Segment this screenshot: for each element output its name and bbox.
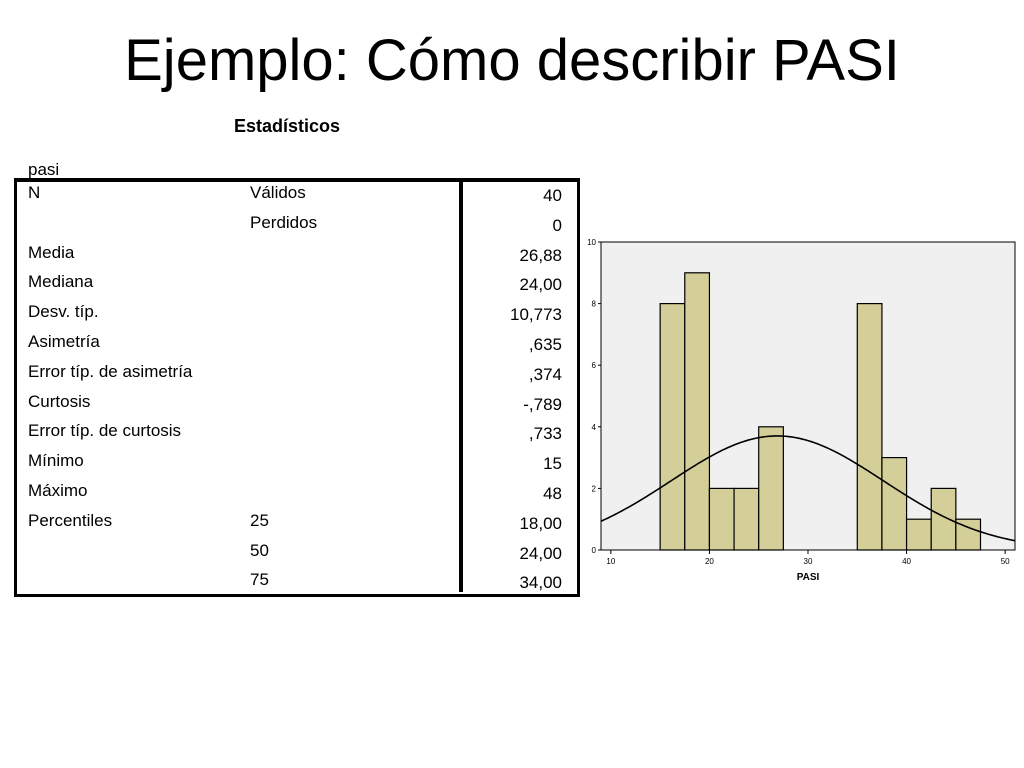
slide-title: Ejemplo: Cómo describir PASI [124,28,900,93]
y-tick-label: 0 [592,546,597,555]
stat-label: Máximo [28,481,88,500]
y-tick-label: 2 [592,484,597,493]
stats-row: 50 24,00 [0,541,580,571]
stat-label: Asimetría [28,332,100,351]
pasi-histogram: 10 20 30 40 50 0 2 4 6 8 10 PASI [587,238,1016,583]
stats-row: Curtosis -,789 [0,392,580,422]
stat-value: 0 [552,215,562,235]
histogram-bar [659,302,686,551]
x-tick-label: 30 [804,557,813,566]
stat-value: 24,00 [519,543,562,563]
stat-label: Media [28,242,75,262]
stats-table-caption: Estadísticos [234,116,341,136]
stat-label: Percentiles [28,510,113,530]
stat-value: 10,773 [510,305,562,325]
stat-label: Mediana [28,272,94,292]
stats-row: 75 34,00 [0,570,580,600]
stat-value: ,635 [528,335,562,354]
y-tick-label: 4 [592,423,597,432]
stat-label: Curtosis [28,391,91,411]
stats-table [14,178,580,597]
stats-table-divider [459,182,463,592]
stat-value: ,374 [528,364,562,384]
x-tick-label: 20 [705,557,714,566]
normal-curve [600,435,1016,542]
y-tick-label: 10 [587,238,596,247]
stats-row: Perdidos 0 [0,213,580,243]
stat-label: Mínimo [28,451,84,471]
y-tick-label: 6 [592,361,597,370]
stat-label: Error típ. de asimetría [28,361,193,381]
histogram-bar [905,518,932,551]
stats-row: Error típ. de asimetría ,374 [0,362,580,392]
x-tick-label: 10 [606,557,615,566]
stat-value: 15 [543,454,562,474]
stat-sublabel: 50 [250,540,269,560]
histogram-bar [684,272,711,551]
x-axis-label: PASI [797,572,820,583]
stats-row: Mediana 24,00 [0,272,580,302]
histogram-bar [930,487,957,551]
stats-row: Desv. típ. 10,773 [0,302,580,332]
stats-row: Asimetría ,635 [0,332,580,362]
histogram-bar [758,426,784,551]
histogram-bar [881,457,908,551]
stats-row: N Válidos 40 [0,183,580,213]
x-tick-label: 50 [1001,557,1010,566]
stats-row: Percentiles 25 18,00 [0,511,580,541]
stat-value: 26,88 [519,245,562,265]
variable-label: pasi [28,160,60,179]
stat-value: ,733 [528,424,562,444]
stat-sublabel: Perdidos [250,212,318,232]
stat-label: Error típ. de curtosis [28,421,182,441]
stats-row: Máximo 48 [0,481,580,511]
stat-value: 40 [543,186,562,205]
stats-row: Media 26,88 [0,243,580,273]
stat-sublabel: 25 [250,510,269,530]
stat-sublabel: Válidos [250,183,306,202]
stat-value: 48 [543,484,562,503]
stat-value: 18,00 [519,513,562,533]
y-tick-label: 8 [592,300,597,309]
stats-row: Mínimo 15 [0,451,580,481]
stats-row: Error típ. de curtosis ,733 [0,421,580,451]
histogram-bar [708,487,735,551]
histogram-bar [733,487,760,551]
histogram-bar [856,302,883,551]
stat-value: 24,00 [519,275,562,295]
stat-value: -,789 [523,394,562,414]
stat-label: Desv. típ. [28,302,99,322]
stat-label: N [28,183,41,202]
stat-sublabel: 75 [250,570,269,590]
x-tick-label: 40 [902,557,911,566]
stat-value: 34,00 [519,573,562,593]
